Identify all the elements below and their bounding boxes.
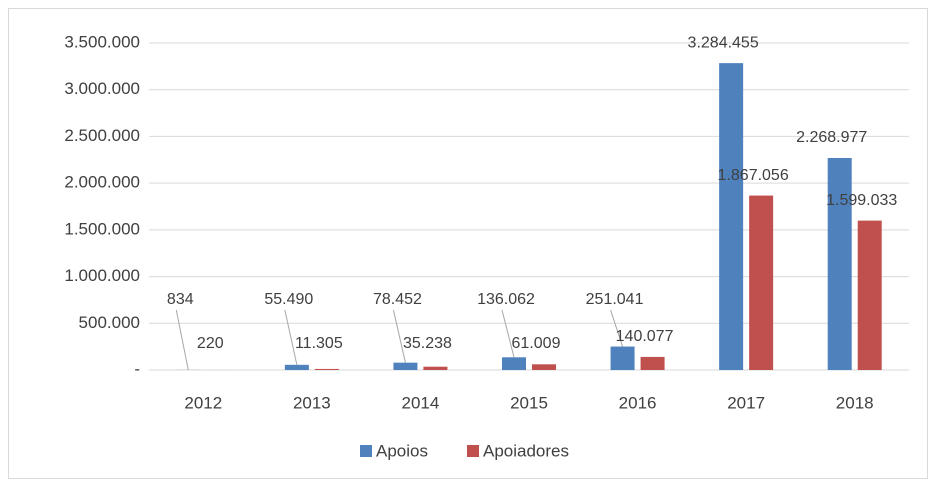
leader-line <box>284 309 298 365</box>
y-tick-label: 2.000.000 <box>64 173 140 192</box>
x-tick-label: 2012 <box>184 393 222 412</box>
data-label: 136.062 <box>477 291 535 308</box>
y-tick-label: 3.000.000 <box>64 79 140 98</box>
leader-line <box>610 309 624 347</box>
leader-line <box>501 309 515 358</box>
x-tick-label: 2018 <box>836 393 874 412</box>
data-label: 55.490 <box>264 291 313 308</box>
data-label: 251.041 <box>586 291 644 308</box>
data-label: 1.599.033 <box>826 192 897 209</box>
leader-line <box>392 309 406 363</box>
y-tick-label: 500.000 <box>79 313 140 332</box>
x-tick-label: 2017 <box>727 393 765 412</box>
data-label: 220 <box>197 335 224 352</box>
bar <box>284 364 309 370</box>
bar <box>749 195 774 370</box>
y-tick-label: 1.000.000 <box>64 266 140 285</box>
chart-frame <box>8 8 928 479</box>
bar <box>393 362 418 370</box>
bar <box>827 158 852 370</box>
legend-swatch <box>360 445 372 457</box>
data-label: 35.238 <box>403 335 452 352</box>
x-tick-label: 2013 <box>293 393 331 412</box>
data-label: 834 <box>167 291 194 308</box>
data-label: 2.268.977 <box>796 129 867 146</box>
data-label: 11.305 <box>295 335 343 352</box>
bar <box>610 346 635 370</box>
x-tick-label: 2014 <box>402 393 440 412</box>
y-tick-label: 1.500.000 <box>64 219 140 238</box>
x-tick-label: 2015 <box>510 393 548 412</box>
bar <box>532 364 556 370</box>
bar <box>719 63 744 370</box>
data-label: 3.284.455 <box>688 34 759 51</box>
y-tick-label: - <box>134 359 140 378</box>
legend-label: Apoiadores <box>483 441 569 460</box>
y-tick-label: 2.500.000 <box>64 126 140 145</box>
bar <box>857 220 882 370</box>
bar <box>640 356 665 370</box>
legend-label: Apoios <box>376 441 428 460</box>
legend-swatch <box>467 445 479 457</box>
bar <box>314 368 339 370</box>
leader-line <box>175 309 189 371</box>
data-label: 78.452 <box>373 291 422 308</box>
x-tick-label: 2016 <box>619 393 657 412</box>
data-label: 1.867.056 <box>718 167 789 184</box>
bar <box>423 366 448 370</box>
data-label: 61.009 <box>512 335 561 352</box>
y-tick-label: 3.500.000 <box>64 32 140 51</box>
bar <box>502 357 526 370</box>
data-label: 140.077 <box>616 328 674 345</box>
